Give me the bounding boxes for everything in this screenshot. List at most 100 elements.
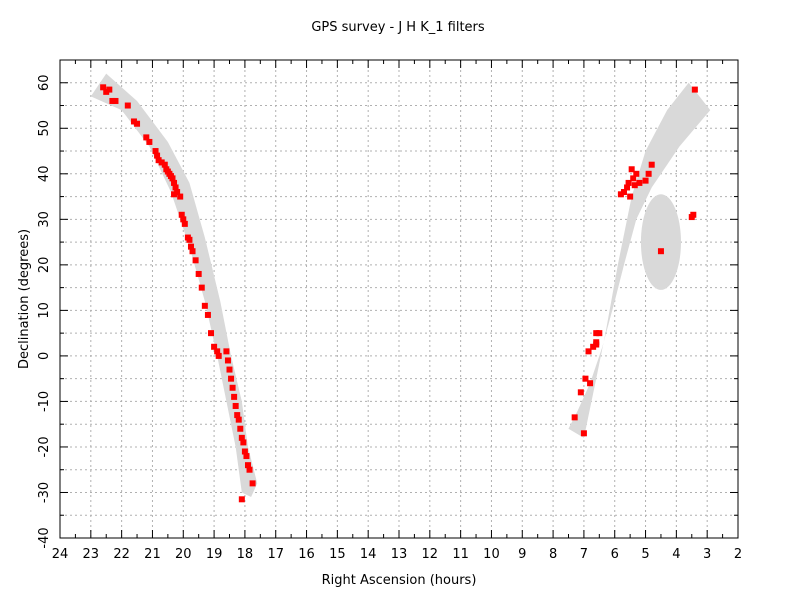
data-point: [231, 393, 238, 400]
x-tick-label: 3: [703, 547, 711, 562]
x-tick-label: 24: [52, 547, 69, 562]
data-point: [582, 375, 589, 382]
data-point: [201, 302, 208, 309]
data-point: [178, 211, 185, 218]
data-point: [106, 86, 113, 93]
y-tick-label: 30: [37, 211, 52, 228]
x-tick-label: 22: [113, 547, 130, 562]
data-point: [240, 439, 247, 446]
data-point: [631, 182, 638, 189]
x-tick-label: 12: [422, 547, 439, 562]
data-point: [624, 184, 631, 191]
y-tick-label: 0: [37, 352, 52, 360]
x-tick-label: 18: [237, 547, 254, 562]
data-point: [158, 159, 165, 166]
data-point: [174, 189, 181, 196]
x-tick-label: 11: [452, 547, 469, 562]
data-point: [155, 157, 162, 164]
data-point: [596, 330, 603, 337]
data-point: [249, 480, 256, 487]
x-tick-label: 16: [298, 547, 315, 562]
data-point: [244, 462, 251, 469]
x-tick-label: 10: [483, 547, 500, 562]
data-point: [593, 330, 600, 337]
data-point: [590, 343, 597, 350]
data-point: [146, 138, 153, 145]
data-point: [228, 375, 235, 382]
x-tick-label: 17: [267, 547, 284, 562]
data-point: [109, 97, 116, 104]
y-tick-label: 40: [37, 166, 52, 183]
data-point: [130, 118, 137, 125]
x-tick-label: 4: [672, 547, 680, 562]
data-point: [211, 343, 218, 350]
data-point: [238, 434, 245, 441]
data-point: [192, 257, 199, 264]
data-point: [177, 193, 184, 200]
x-tick-label: 19: [206, 547, 223, 562]
data-points: [100, 84, 698, 503]
data-point: [587, 380, 594, 387]
data-point: [577, 389, 584, 396]
data-point: [234, 412, 241, 419]
x-tick-label: 20: [175, 547, 192, 562]
x-tick-label: 15: [329, 547, 346, 562]
data-point: [571, 414, 578, 421]
data-point: [226, 366, 233, 373]
data-point: [593, 339, 600, 346]
data-point: [627, 193, 634, 200]
data-point: [180, 216, 187, 223]
coverage-band: [568, 82, 711, 438]
data-point: [691, 86, 698, 93]
data-point: [152, 148, 159, 155]
data-point: [636, 179, 643, 186]
x-tick-label: 2: [734, 547, 742, 562]
data-point: [246, 466, 253, 473]
x-tick-label: 6: [611, 547, 619, 562]
y-tick-label: -20: [37, 436, 52, 457]
data-point: [134, 120, 141, 127]
chart-title: GPS survey - J H K_1 filters: [311, 20, 485, 35]
y-tick-label: 20: [37, 257, 52, 274]
data-point: [224, 357, 231, 364]
x-tick-label: 9: [518, 547, 526, 562]
y-tick-label: 10: [37, 302, 52, 319]
data-point: [243, 453, 250, 460]
data-point: [237, 425, 244, 432]
x-tick-label: 8: [549, 547, 557, 562]
data-point: [645, 170, 652, 177]
data-point: [143, 134, 150, 141]
x-tick-label: 13: [391, 547, 408, 562]
data-point: [189, 248, 196, 255]
data-point: [187, 243, 194, 250]
coverage-ellipse: [640, 194, 681, 290]
data-point: [232, 402, 239, 409]
x-axis-label: Right Ascension (hours): [322, 573, 477, 588]
y-tick-label: -30: [37, 482, 52, 503]
data-point: [171, 191, 178, 198]
y-tick-label: 50: [37, 120, 52, 137]
y-tick-label: -10: [37, 391, 52, 412]
x-tick-label: 21: [144, 547, 161, 562]
axis-ticks: 24 23 22 21 20 19 18 17 16 15 14 13 12 11 10 9 8 7 6 5 4 3 2 -4…: [37, 59, 742, 562]
grid: [60, 59, 738, 539]
data-point: [648, 161, 655, 168]
data-point: [657, 248, 664, 255]
data-point: [625, 179, 632, 186]
data-point: [223, 348, 230, 355]
data-point: [172, 184, 179, 191]
data-point: [620, 189, 627, 196]
data-point: [103, 88, 110, 95]
data-point: [208, 330, 215, 337]
data-point: [112, 97, 119, 104]
y-axis-label: Declination (degrees): [17, 229, 32, 369]
data-point: [195, 270, 202, 277]
data-point: [630, 175, 637, 182]
data-point: [238, 496, 245, 503]
data-point: [169, 175, 176, 182]
x-tick-label: 14: [360, 547, 377, 562]
x-tick-label: 23: [83, 547, 100, 562]
data-point: [617, 191, 624, 198]
data-point: [204, 311, 211, 318]
